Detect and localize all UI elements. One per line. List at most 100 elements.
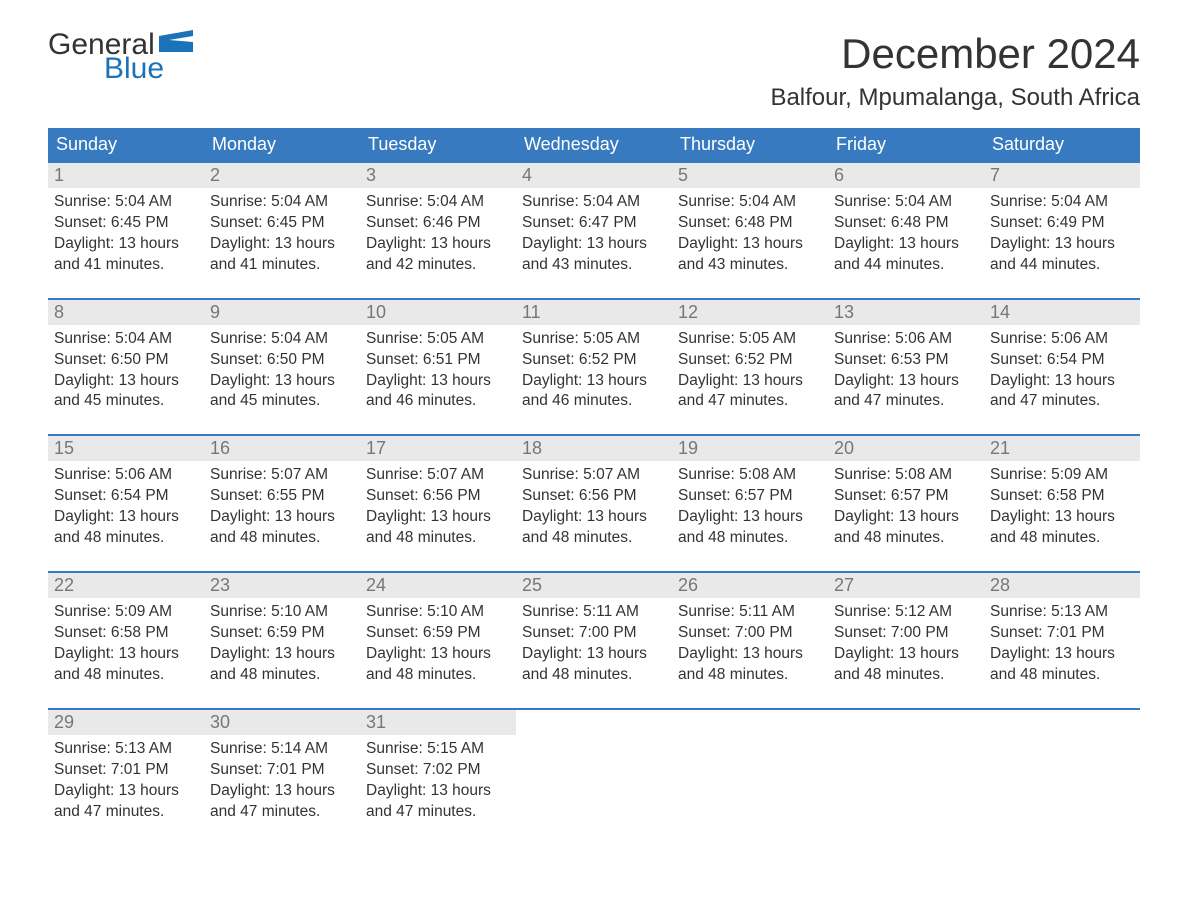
day-dl1: Daylight: 13 hours <box>990 507 1134 528</box>
day-sunrise: Sunrise: 5:06 AM <box>834 329 978 350</box>
day-dl2: and 46 minutes. <box>522 391 666 412</box>
day-header: Saturday <box>984 128 1140 161</box>
day-number: 15 <box>48 436 204 461</box>
week-row: 15Sunrise: 5:06 AMSunset: 6:54 PMDayligh… <box>48 434 1140 549</box>
day-dl1: Daylight: 13 hours <box>366 507 510 528</box>
day-sunrise: Sunrise: 5:13 AM <box>990 602 1134 623</box>
day-dl2: and 48 minutes. <box>522 528 666 549</box>
day-body: Sunrise: 5:04 AMSunset: 6:50 PMDaylight:… <box>204 325 360 413</box>
day-cell: 12Sunrise: 5:05 AMSunset: 6:52 PMDayligh… <box>672 300 828 413</box>
day-dl2: and 46 minutes. <box>366 391 510 412</box>
day-cell: 1Sunrise: 5:04 AMSunset: 6:45 PMDaylight… <box>48 163 204 276</box>
day-cell <box>984 710 1140 823</box>
day-number: 14 <box>984 300 1140 325</box>
day-body: Sunrise: 5:08 AMSunset: 6:57 PMDaylight:… <box>672 461 828 549</box>
day-number: 21 <box>984 436 1140 461</box>
day-sunset: Sunset: 6:54 PM <box>990 350 1134 371</box>
day-sunset: Sunset: 7:00 PM <box>834 623 978 644</box>
day-sunset: Sunset: 6:59 PM <box>210 623 354 644</box>
day-dl1: Daylight: 13 hours <box>834 234 978 255</box>
day-sunset: Sunset: 6:52 PM <box>522 350 666 371</box>
day-sunset: Sunset: 6:58 PM <box>990 486 1134 507</box>
day-dl1: Daylight: 13 hours <box>834 644 978 665</box>
day-sunset: Sunset: 6:47 PM <box>522 213 666 234</box>
day-dl1: Daylight: 13 hours <box>54 234 198 255</box>
day-body: Sunrise: 5:05 AMSunset: 6:52 PMDaylight:… <box>516 325 672 413</box>
day-sunrise: Sunrise: 5:06 AM <box>54 465 198 486</box>
day-cell: 29Sunrise: 5:13 AMSunset: 7:01 PMDayligh… <box>48 710 204 823</box>
day-number: 16 <box>204 436 360 461</box>
day-number: 4 <box>516 163 672 188</box>
day-cell: 23Sunrise: 5:10 AMSunset: 6:59 PMDayligh… <box>204 573 360 686</box>
day-dl2: and 48 minutes. <box>54 665 198 686</box>
day-dl1: Daylight: 13 hours <box>210 644 354 665</box>
day-sunset: Sunset: 6:46 PM <box>366 213 510 234</box>
day-body: Sunrise: 5:05 AMSunset: 6:52 PMDaylight:… <box>672 325 828 413</box>
day-cell: 26Sunrise: 5:11 AMSunset: 7:00 PMDayligh… <box>672 573 828 686</box>
day-dl1: Daylight: 13 hours <box>54 781 198 802</box>
week-row: 1Sunrise: 5:04 AMSunset: 6:45 PMDaylight… <box>48 161 1140 276</box>
day-dl1: Daylight: 13 hours <box>678 644 822 665</box>
day-dl1: Daylight: 13 hours <box>678 234 822 255</box>
day-dl2: and 47 minutes. <box>210 802 354 823</box>
day-sunrise: Sunrise: 5:04 AM <box>678 192 822 213</box>
day-cell: 8Sunrise: 5:04 AMSunset: 6:50 PMDaylight… <box>48 300 204 413</box>
day-sunset: Sunset: 7:00 PM <box>522 623 666 644</box>
day-cell: 19Sunrise: 5:08 AMSunset: 6:57 PMDayligh… <box>672 436 828 549</box>
day-sunrise: Sunrise: 5:14 AM <box>210 739 354 760</box>
day-number: 18 <box>516 436 672 461</box>
day-number: 7 <box>984 163 1140 188</box>
day-header: Friday <box>828 128 984 161</box>
day-dl1: Daylight: 13 hours <box>366 371 510 392</box>
day-dl2: and 48 minutes. <box>678 665 822 686</box>
day-dl2: and 48 minutes. <box>210 665 354 686</box>
day-sunrise: Sunrise: 5:06 AM <box>990 329 1134 350</box>
day-cell <box>516 710 672 823</box>
week-row: 8Sunrise: 5:04 AMSunset: 6:50 PMDaylight… <box>48 298 1140 413</box>
day-cell <box>672 710 828 823</box>
day-dl1: Daylight: 13 hours <box>834 507 978 528</box>
day-body: Sunrise: 5:04 AMSunset: 6:50 PMDaylight:… <box>48 325 204 413</box>
day-cell: 25Sunrise: 5:11 AMSunset: 7:00 PMDayligh… <box>516 573 672 686</box>
day-dl2: and 43 minutes. <box>522 255 666 276</box>
day-sunrise: Sunrise: 5:07 AM <box>522 465 666 486</box>
day-cell: 5 Sunrise: 5:04 AMSunset: 6:48 PMDaylight… <box>672 163 828 276</box>
day-cell: 22Sunrise: 5:09 AMSunset: 6:58 PMDayligh… <box>48 573 204 686</box>
day-dl2: and 43 minutes. <box>678 255 822 276</box>
day-dl1: Daylight: 13 hours <box>366 234 510 255</box>
day-dl1: Daylight: 13 hours <box>834 371 978 392</box>
day-sunset: Sunset: 6:56 PM <box>366 486 510 507</box>
day-sunrise: Sunrise: 5:04 AM <box>990 192 1134 213</box>
month-title: December 2024 <box>770 30 1140 78</box>
day-dl1: Daylight: 13 hours <box>366 644 510 665</box>
day-number: 11 <box>516 300 672 325</box>
day-body: Sunrise: 5:08 AMSunset: 6:57 PMDaylight:… <box>828 461 984 549</box>
day-sunrise: Sunrise: 5:04 AM <box>366 192 510 213</box>
day-dl2: and 48 minutes. <box>210 528 354 549</box>
day-sunrise: Sunrise: 5:07 AM <box>366 465 510 486</box>
day-sunset: Sunset: 6:48 PM <box>678 213 822 234</box>
day-sunrise: Sunrise: 5:09 AM <box>54 602 198 623</box>
day-dl2: and 41 minutes. <box>210 255 354 276</box>
day-sunset: Sunset: 6:52 PM <box>678 350 822 371</box>
day-sunrise: Sunrise: 5:08 AM <box>834 465 978 486</box>
day-sunrise: Sunrise: 5:13 AM <box>54 739 198 760</box>
day-dl1: Daylight: 13 hours <box>990 371 1134 392</box>
day-dl1: Daylight: 13 hours <box>522 507 666 528</box>
day-header: Sunday <box>48 128 204 161</box>
day-number: 22 <box>48 573 204 598</box>
day-body: Sunrise: 5:06 AMSunset: 6:53 PMDaylight:… <box>828 325 984 413</box>
day-dl2: and 48 minutes. <box>522 665 666 686</box>
day-dl2: and 48 minutes. <box>990 528 1134 549</box>
week-row: 22Sunrise: 5:09 AMSunset: 6:58 PMDayligh… <box>48 571 1140 686</box>
day-sunrise: Sunrise: 5:10 AM <box>210 602 354 623</box>
day-cell: 31Sunrise: 5:15 AMSunset: 7:02 PMDayligh… <box>360 710 516 823</box>
day-sunrise: Sunrise: 5:04 AM <box>522 192 666 213</box>
day-cell: 21Sunrise: 5:09 AMSunset: 6:58 PMDayligh… <box>984 436 1140 549</box>
day-number: 5 <box>672 163 828 188</box>
day-sunrise: Sunrise: 5:07 AM <box>210 465 354 486</box>
day-number: 29 <box>48 710 204 735</box>
day-cell: 18Sunrise: 5:07 AMSunset: 6:56 PMDayligh… <box>516 436 672 549</box>
day-sunrise: Sunrise: 5:05 AM <box>678 329 822 350</box>
day-cell: 30Sunrise: 5:14 AMSunset: 7:01 PMDayligh… <box>204 710 360 823</box>
